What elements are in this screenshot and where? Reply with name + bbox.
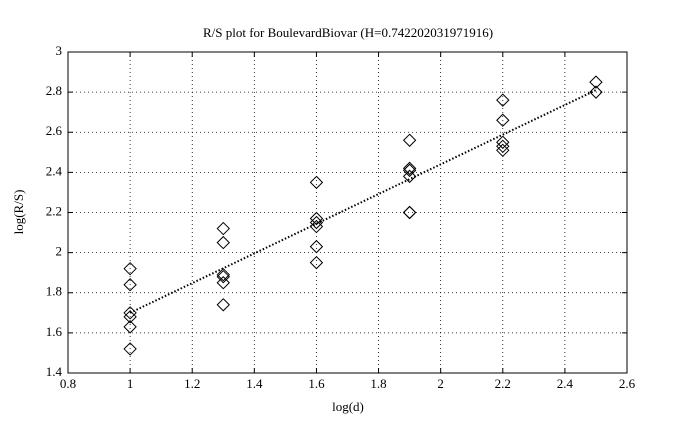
y-tick-label: 2.2 xyxy=(46,203,62,218)
y-axis-label: log(R/S) xyxy=(11,190,26,235)
y-tick-label: 2.4 xyxy=(46,163,63,178)
x-tick-label: 2.6 xyxy=(619,376,636,391)
point xyxy=(123,278,137,292)
plot-frame xyxy=(67,51,628,374)
point xyxy=(309,219,324,234)
point xyxy=(496,93,510,107)
y-tick-label: 1.4 xyxy=(46,364,63,379)
x-tick-label: 1 xyxy=(127,376,134,391)
point xyxy=(309,211,324,226)
fit-line xyxy=(129,89,597,314)
point xyxy=(309,255,324,270)
point xyxy=(402,169,417,184)
point xyxy=(496,139,510,154)
point xyxy=(402,205,417,220)
x-tick-label: 1.8 xyxy=(370,376,386,391)
point xyxy=(496,113,510,127)
point xyxy=(402,163,417,178)
point xyxy=(402,161,417,176)
x-tick-label: 2.2 xyxy=(495,376,511,391)
point xyxy=(309,239,324,254)
point xyxy=(402,133,417,147)
y-tick-label: 1.6 xyxy=(46,324,63,339)
y-tick-label: 1.8 xyxy=(46,284,62,299)
point xyxy=(496,135,510,149)
point xyxy=(216,269,230,284)
y-tick-label: 2 xyxy=(56,244,63,259)
point xyxy=(309,215,324,230)
y-tick-label: 2.6 xyxy=(46,123,63,138)
y-tick-label: 3 xyxy=(56,43,63,58)
point xyxy=(123,261,137,276)
point xyxy=(216,267,230,282)
point xyxy=(123,310,137,324)
x-tick-label: 0.8 xyxy=(60,376,76,391)
point xyxy=(589,75,603,89)
point xyxy=(216,276,230,290)
point xyxy=(402,205,417,220)
x-tick-label: 1.2 xyxy=(184,376,200,391)
chart-title: R/S plot for BoulevardBiovar (H=0.742202… xyxy=(203,25,493,40)
point xyxy=(123,342,137,356)
point xyxy=(216,298,230,312)
x-tick-label: 1.4 xyxy=(246,376,263,391)
point xyxy=(496,143,510,158)
point xyxy=(589,85,603,99)
point xyxy=(309,175,324,190)
x-tick-label: 2.4 xyxy=(557,376,574,391)
x-axis-label: log(d) xyxy=(332,399,364,414)
point xyxy=(216,235,230,250)
x-tick-label: 1.6 xyxy=(308,376,325,391)
point xyxy=(123,320,137,334)
point xyxy=(216,221,230,236)
y-tick-label: 2.8 xyxy=(46,83,62,98)
x-tick-label: 2 xyxy=(437,376,444,391)
